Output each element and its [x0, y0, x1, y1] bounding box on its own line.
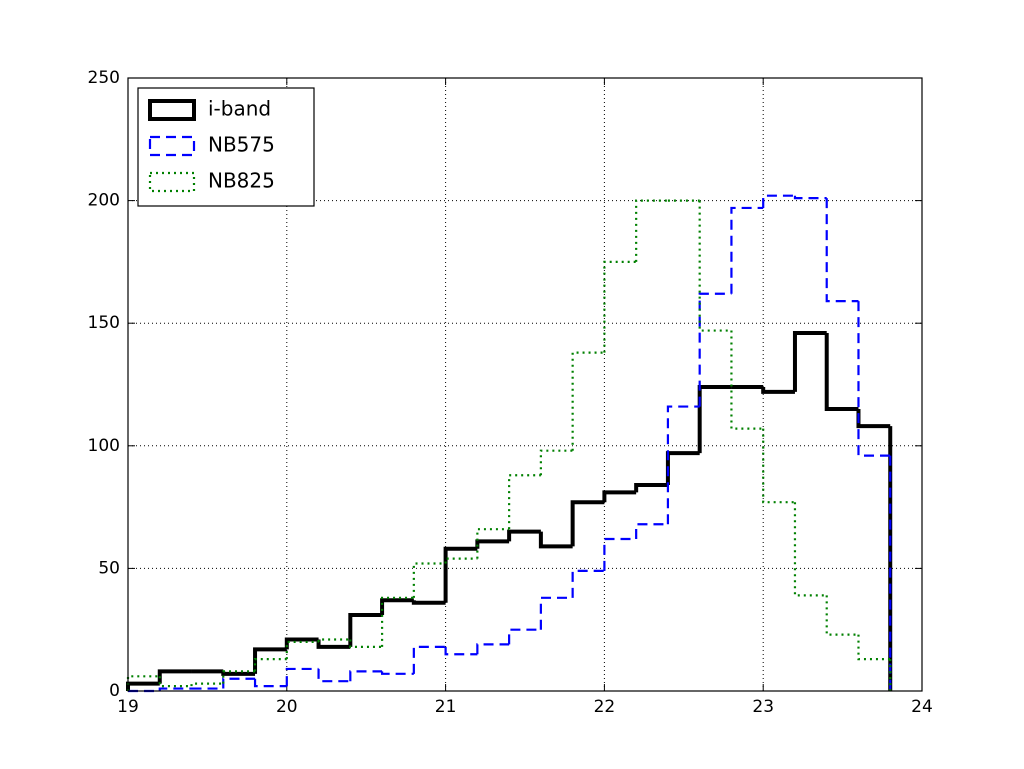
- x-tick-label: 23: [752, 697, 774, 717]
- histogram-step: [444, 557, 478, 564]
- legend-swatch: [148, 135, 196, 157]
- histogram-step: [253, 647, 287, 674]
- histogram-series: [128, 194, 892, 693]
- histogram-step: [603, 537, 637, 571]
- histogram-step: [348, 612, 383, 647]
- y-tick-label: 100: [88, 436, 120, 456]
- histogram-step: [157, 669, 192, 684]
- histogram-step: [285, 667, 319, 687]
- histogram-step: [317, 638, 351, 642]
- histogram-step: [380, 671, 414, 675]
- histogram-step: [635, 199, 668, 262]
- histogram-step: [253, 658, 287, 672]
- histogram-step: [825, 198, 859, 303]
- histogram-step: [825, 595, 859, 636]
- histogram-step: [730, 206, 764, 294]
- histogram-step: [603, 260, 637, 353]
- y-tick-label: 50: [98, 558, 120, 578]
- legend-box: [137, 87, 315, 207]
- legend-swatch: [148, 171, 196, 193]
- histogram-step: [317, 668, 351, 683]
- y-tick-label: 0: [109, 681, 120, 701]
- histogram-step: [443, 546, 478, 603]
- histogram-step: [538, 531, 573, 549]
- histogram-step: [158, 676, 192, 688]
- x-tick-label: 20: [276, 697, 298, 717]
- histogram-series: [126, 331, 893, 691]
- histogram-step: [602, 490, 637, 503]
- histogram-step: [222, 670, 256, 684]
- histogram-step: [444, 646, 478, 656]
- y-tick-label: 200: [88, 191, 120, 211]
- histogram-step: [698, 292, 732, 407]
- legend-label: NB575: [208, 133, 275, 157]
- legend-label: NB825: [208, 169, 275, 193]
- histogram-step: [476, 643, 510, 655]
- histogram-step: [857, 301, 891, 457]
- histogram-step: [634, 483, 668, 493]
- histogram-step: [761, 386, 795, 394]
- histogram-step: [857, 634, 891, 661]
- histogram-step: [411, 600, 446, 605]
- histogram-step: [762, 194, 795, 208]
- histogram-step: [507, 529, 541, 542]
- histogram-step: [666, 405, 700, 525]
- histogram-step: [508, 628, 541, 645]
- axes-frame: [127, 77, 923, 692]
- histogram-step: [570, 500, 605, 547]
- histogram-step: [349, 670, 383, 682]
- x-tick-label: 21: [435, 697, 457, 717]
- x-tick-label: 19: [117, 697, 139, 717]
- histogram-step: [380, 596, 414, 647]
- histogram-step: [793, 195, 827, 200]
- histogram-step: [539, 596, 573, 630]
- histogram-step: [762, 428, 795, 504]
- histogram-series: [126, 199, 892, 691]
- histogram-step: [698, 200, 732, 332]
- histogram-step: [158, 687, 192, 691]
- y-tick-label: 150: [88, 313, 120, 333]
- histogram-step: [635, 523, 668, 539]
- histogram-step: [824, 333, 859, 412]
- histogram-step: [792, 331, 827, 392]
- histogram-step: [253, 678, 287, 688]
- histogram-step: [793, 502, 827, 597]
- y-tick-label: 250: [88, 68, 120, 88]
- histogram-step: [412, 562, 446, 598]
- x-tick-label: 22: [594, 697, 616, 717]
- histogram-step: [539, 449, 573, 476]
- histogram-step: [349, 639, 383, 648]
- legend-label: i-band: [208, 97, 271, 121]
- x-tick-label: 24: [911, 697, 933, 717]
- histogram-step: [190, 682, 224, 687]
- legend-swatch: [148, 99, 196, 121]
- histogram-step: [571, 569, 605, 598]
- histogram-step: [412, 645, 446, 674]
- histogram-step: [222, 677, 256, 689]
